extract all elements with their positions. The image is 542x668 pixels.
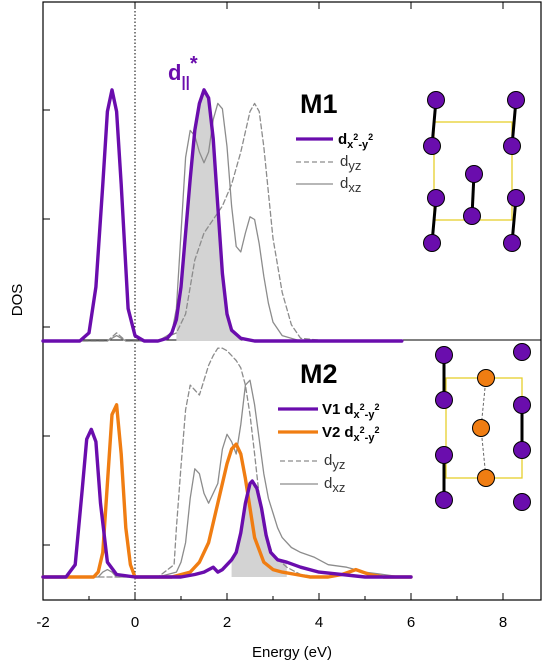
y-axis-label: DOS	[9, 284, 26, 317]
m1-legend-dx2y2: dx2-y2	[338, 131, 373, 151]
x-axis-label: Energy (eV)	[252, 644, 332, 661]
leg-d: d	[340, 175, 348, 192]
v-atom	[424, 235, 441, 252]
panel-m2-curves	[43, 348, 411, 577]
v1-atom	[436, 392, 453, 409]
leg-sup2: 2	[368, 132, 373, 142]
v-atom	[428, 190, 445, 207]
leg-d: d	[344, 401, 353, 418]
v2-atom	[478, 370, 495, 387]
leg-xz: xz	[348, 180, 361, 195]
m2-legend-dxz: dxz	[324, 475, 345, 495]
leg-d: d	[344, 424, 353, 441]
m2-legend-v1: V1 dx2-y2	[322, 401, 379, 421]
d-par-star: *	[190, 53, 198, 75]
d-parallel-annotation: d||*	[168, 53, 198, 91]
leg-v2: V2	[322, 424, 340, 441]
d-par-letter: d	[168, 60, 181, 85]
v-atom	[466, 166, 483, 183]
leg-sup2: 2	[374, 402, 379, 412]
v1-atom	[514, 494, 531, 511]
v2-atom	[478, 470, 495, 487]
v1-atom	[436, 492, 453, 509]
series-line-v1-dx2-y2	[43, 429, 411, 577]
x-tick-label: 4	[315, 614, 323, 631]
leg-d: d	[340, 153, 348, 170]
panel-m1-curves	[43, 90, 402, 341]
d-par-subscript: ||	[181, 74, 189, 91]
leg-d: d	[324, 452, 332, 469]
v1-atom	[514, 344, 531, 361]
v-atom	[504, 235, 521, 252]
v1-atom	[436, 347, 453, 364]
m1-legend-dyz: dyz	[340, 153, 361, 173]
x-tick-label: 2	[223, 614, 231, 631]
leg-v1: V1	[322, 401, 340, 418]
leg-d: d	[338, 131, 347, 148]
m1-legend-dxz: dxz	[340, 175, 361, 195]
m1-structure-inset	[424, 92, 525, 252]
v-atom	[508, 190, 525, 207]
x-tick-label: 8	[499, 614, 507, 631]
v1-atom	[436, 447, 453, 464]
v-atom	[504, 138, 521, 155]
m2-legend-dyz: dyz	[324, 452, 345, 472]
v2-atom	[473, 420, 490, 437]
m2-legend-v2: V2 dx2-y2	[322, 424, 379, 444]
v-atom	[428, 92, 445, 109]
m1-title: M1	[300, 89, 338, 119]
v-atom	[464, 208, 481, 225]
v1-atom	[514, 397, 531, 414]
leg-sup2: 2	[374, 425, 379, 435]
plot-frame	[43, 2, 541, 600]
v-atom	[508, 92, 525, 109]
leg-d: d	[324, 475, 332, 492]
x-tick-label: 0	[131, 614, 139, 631]
m2-title: M2	[300, 359, 338, 389]
x-tick-label: -2	[36, 614, 49, 631]
v1-atom	[514, 442, 531, 459]
y-ticks	[43, 110, 50, 545]
v-atom	[424, 138, 441, 155]
x-tick-label: 6	[407, 614, 415, 631]
leg-yz: yz	[348, 158, 361, 173]
leg-yz: yz	[332, 457, 345, 472]
leg-xz: xz	[332, 480, 345, 495]
m2-structure-inset	[436, 344, 531, 511]
